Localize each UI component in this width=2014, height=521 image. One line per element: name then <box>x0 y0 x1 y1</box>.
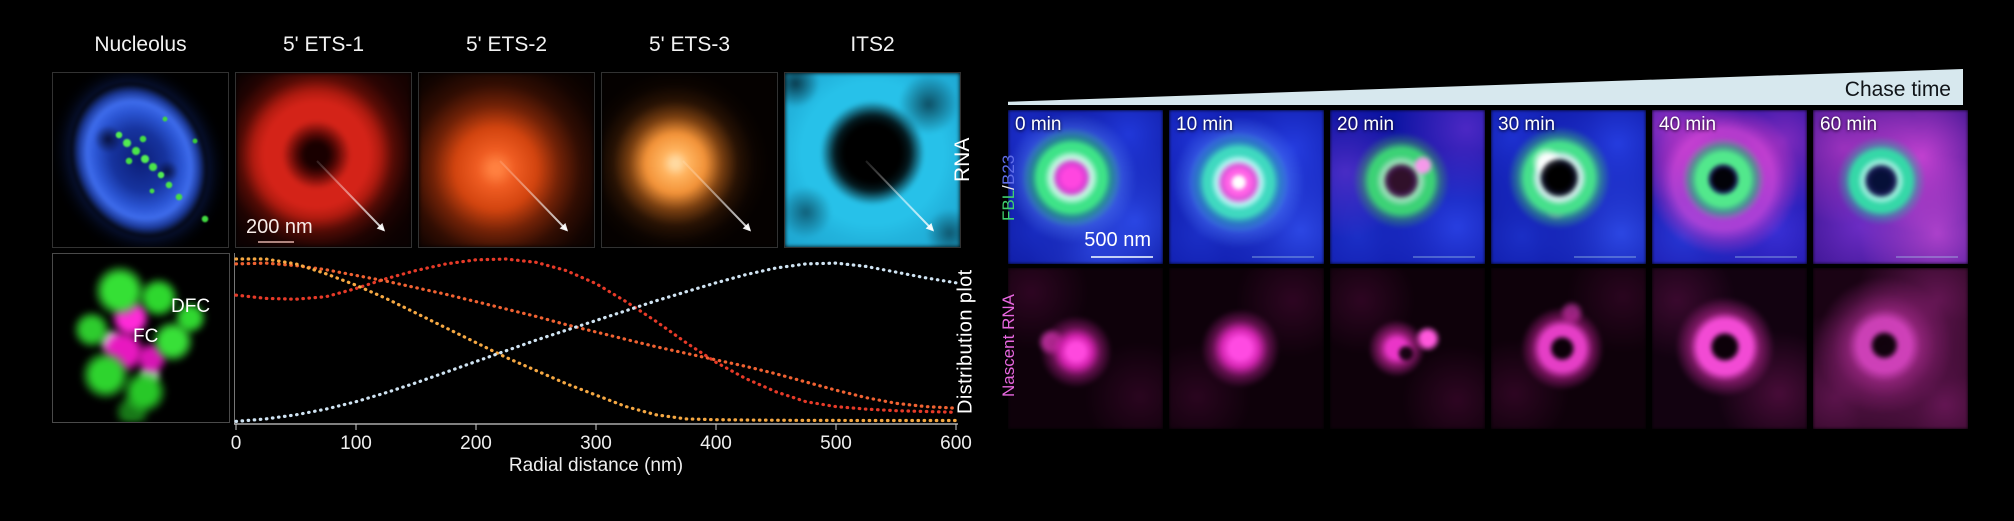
fbl-b23-image <box>1652 110 1807 264</box>
distribution-plot-svg <box>234 253 958 430</box>
fc-label: FC <box>133 326 159 347</box>
x-axis-tick-label: 0 <box>230 433 242 454</box>
time-label: 10 min <box>1176 114 1234 135</box>
row-label-nascent-rna: Nascent RNA <box>999 294 1018 398</box>
nascent-rna-image <box>1169 268 1324 429</box>
chase-bottom-panel-30min <box>1491 268 1646 429</box>
x-axis-tick-label: 600 <box>940 433 972 454</box>
time-label: 40 min <box>1659 114 1717 135</box>
scale-bar <box>1896 256 1958 258</box>
chase-bottom-panel-60min <box>1813 268 1968 429</box>
time-label: 0 min <box>1015 114 1062 135</box>
chase-top-panel-30min: 30 min <box>1491 110 1646 264</box>
fbl-text: FBL <box>999 189 1018 222</box>
chase-top-panel-10min: 10 min <box>1169 110 1324 264</box>
chase-time-wedge: Chase time <box>1008 69 1963 105</box>
nascent-rna-image <box>1652 268 1807 429</box>
b23-text: B23 <box>999 154 1018 186</box>
chase-bottom-panel-0min <box>1008 268 1163 429</box>
column-label-ets3: 5' ETS-3 <box>648 33 731 56</box>
fbl-b23-image <box>1813 110 1968 264</box>
x-axis-tick-label: 400 <box>700 433 732 454</box>
fc-dfc-image-panel: DFC FC <box>52 253 230 423</box>
nascent-rna-image <box>1008 268 1163 429</box>
ets2-fish-image <box>419 73 594 247</box>
fbl-b23-image <box>1008 110 1163 264</box>
scale-bar <box>1091 256 1153 258</box>
scale-bar <box>258 241 294 243</box>
nascent-rna-image <box>1813 268 1968 429</box>
x-axis-tick-label: 500 <box>820 433 852 454</box>
ets1-image-panel: 200 nm <box>235 72 412 248</box>
its2-image-panel <box>784 72 961 248</box>
curve-5' ETS-2 <box>234 261 958 410</box>
nucleolus-image-panel <box>52 72 229 248</box>
fbl-b23-image <box>1491 110 1646 264</box>
scale-bar-label: 500 nm <box>1084 229 1151 251</box>
scale-bar <box>1413 256 1475 258</box>
ets3-fish-image <box>602 73 777 247</box>
fbl-b23-image <box>1330 110 1485 264</box>
x-axis-tick-label: 100 <box>340 433 372 454</box>
separator-text: / <box>999 185 1018 190</box>
nucleolus-foci-image <box>53 73 228 247</box>
chase-bottom-panel-10min <box>1169 268 1324 429</box>
column-label-ets2: 5' ETS-2 <box>465 33 548 56</box>
curve-5' ETS-1 <box>234 257 958 414</box>
nascent-rna-image <box>1491 268 1646 429</box>
x-axis-title: Radial distance (nm) <box>508 455 684 476</box>
time-label: 20 min <box>1337 114 1395 135</box>
chase-top-panel-40min: 40 min <box>1652 110 1807 264</box>
scale-bar-label: 200 nm <box>246 216 313 238</box>
column-label-ets1: 5' ETS-1 <box>282 33 365 56</box>
chase-top-panel-0min: 0 min 500 nm <box>1008 110 1163 264</box>
curve-5' ETS-3 <box>234 257 958 423</box>
x-axis-tick-label: 200 <box>460 433 492 454</box>
fc-dfc-image <box>53 254 229 422</box>
scale-bar <box>1252 256 1314 258</box>
x-axis-ticks: 0 100 200 300 400 500 600 <box>230 433 972 454</box>
chase-top-panel-20min: 20 min <box>1330 110 1485 264</box>
its2-fish-image <box>785 73 960 247</box>
ets3-image-panel <box>601 72 778 248</box>
chase-bottom-panel-40min <box>1652 268 1807 429</box>
x-axis-tick-label: 300 <box>580 433 612 454</box>
ets2-image-panel <box>418 72 595 248</box>
time-label: 30 min <box>1498 114 1556 135</box>
ets1-fish-image <box>236 73 411 247</box>
scale-bar <box>1735 256 1797 258</box>
scale-bar <box>1574 256 1636 258</box>
column-label-nucleolus: Nucleolus <box>94 33 187 56</box>
row-label-rna: RNA <box>951 137 974 183</box>
dfc-label: DFC <box>171 296 211 317</box>
chase-bottom-panel-20min <box>1330 268 1485 429</box>
fbl-b23-image <box>1169 110 1324 264</box>
chase-time-label: Chase time <box>1844 78 1951 101</box>
nascent-rna-image <box>1330 268 1485 429</box>
chase-top-panel-60min: 60 min <box>1813 110 1968 264</box>
column-label-its2: ITS2 <box>850 33 895 56</box>
row-label-distribution-plot: Distribution plot <box>954 269 977 415</box>
curve-ITS2 <box>234 261 958 423</box>
time-label: 60 min <box>1820 114 1878 135</box>
distribution-plot <box>234 253 958 431</box>
